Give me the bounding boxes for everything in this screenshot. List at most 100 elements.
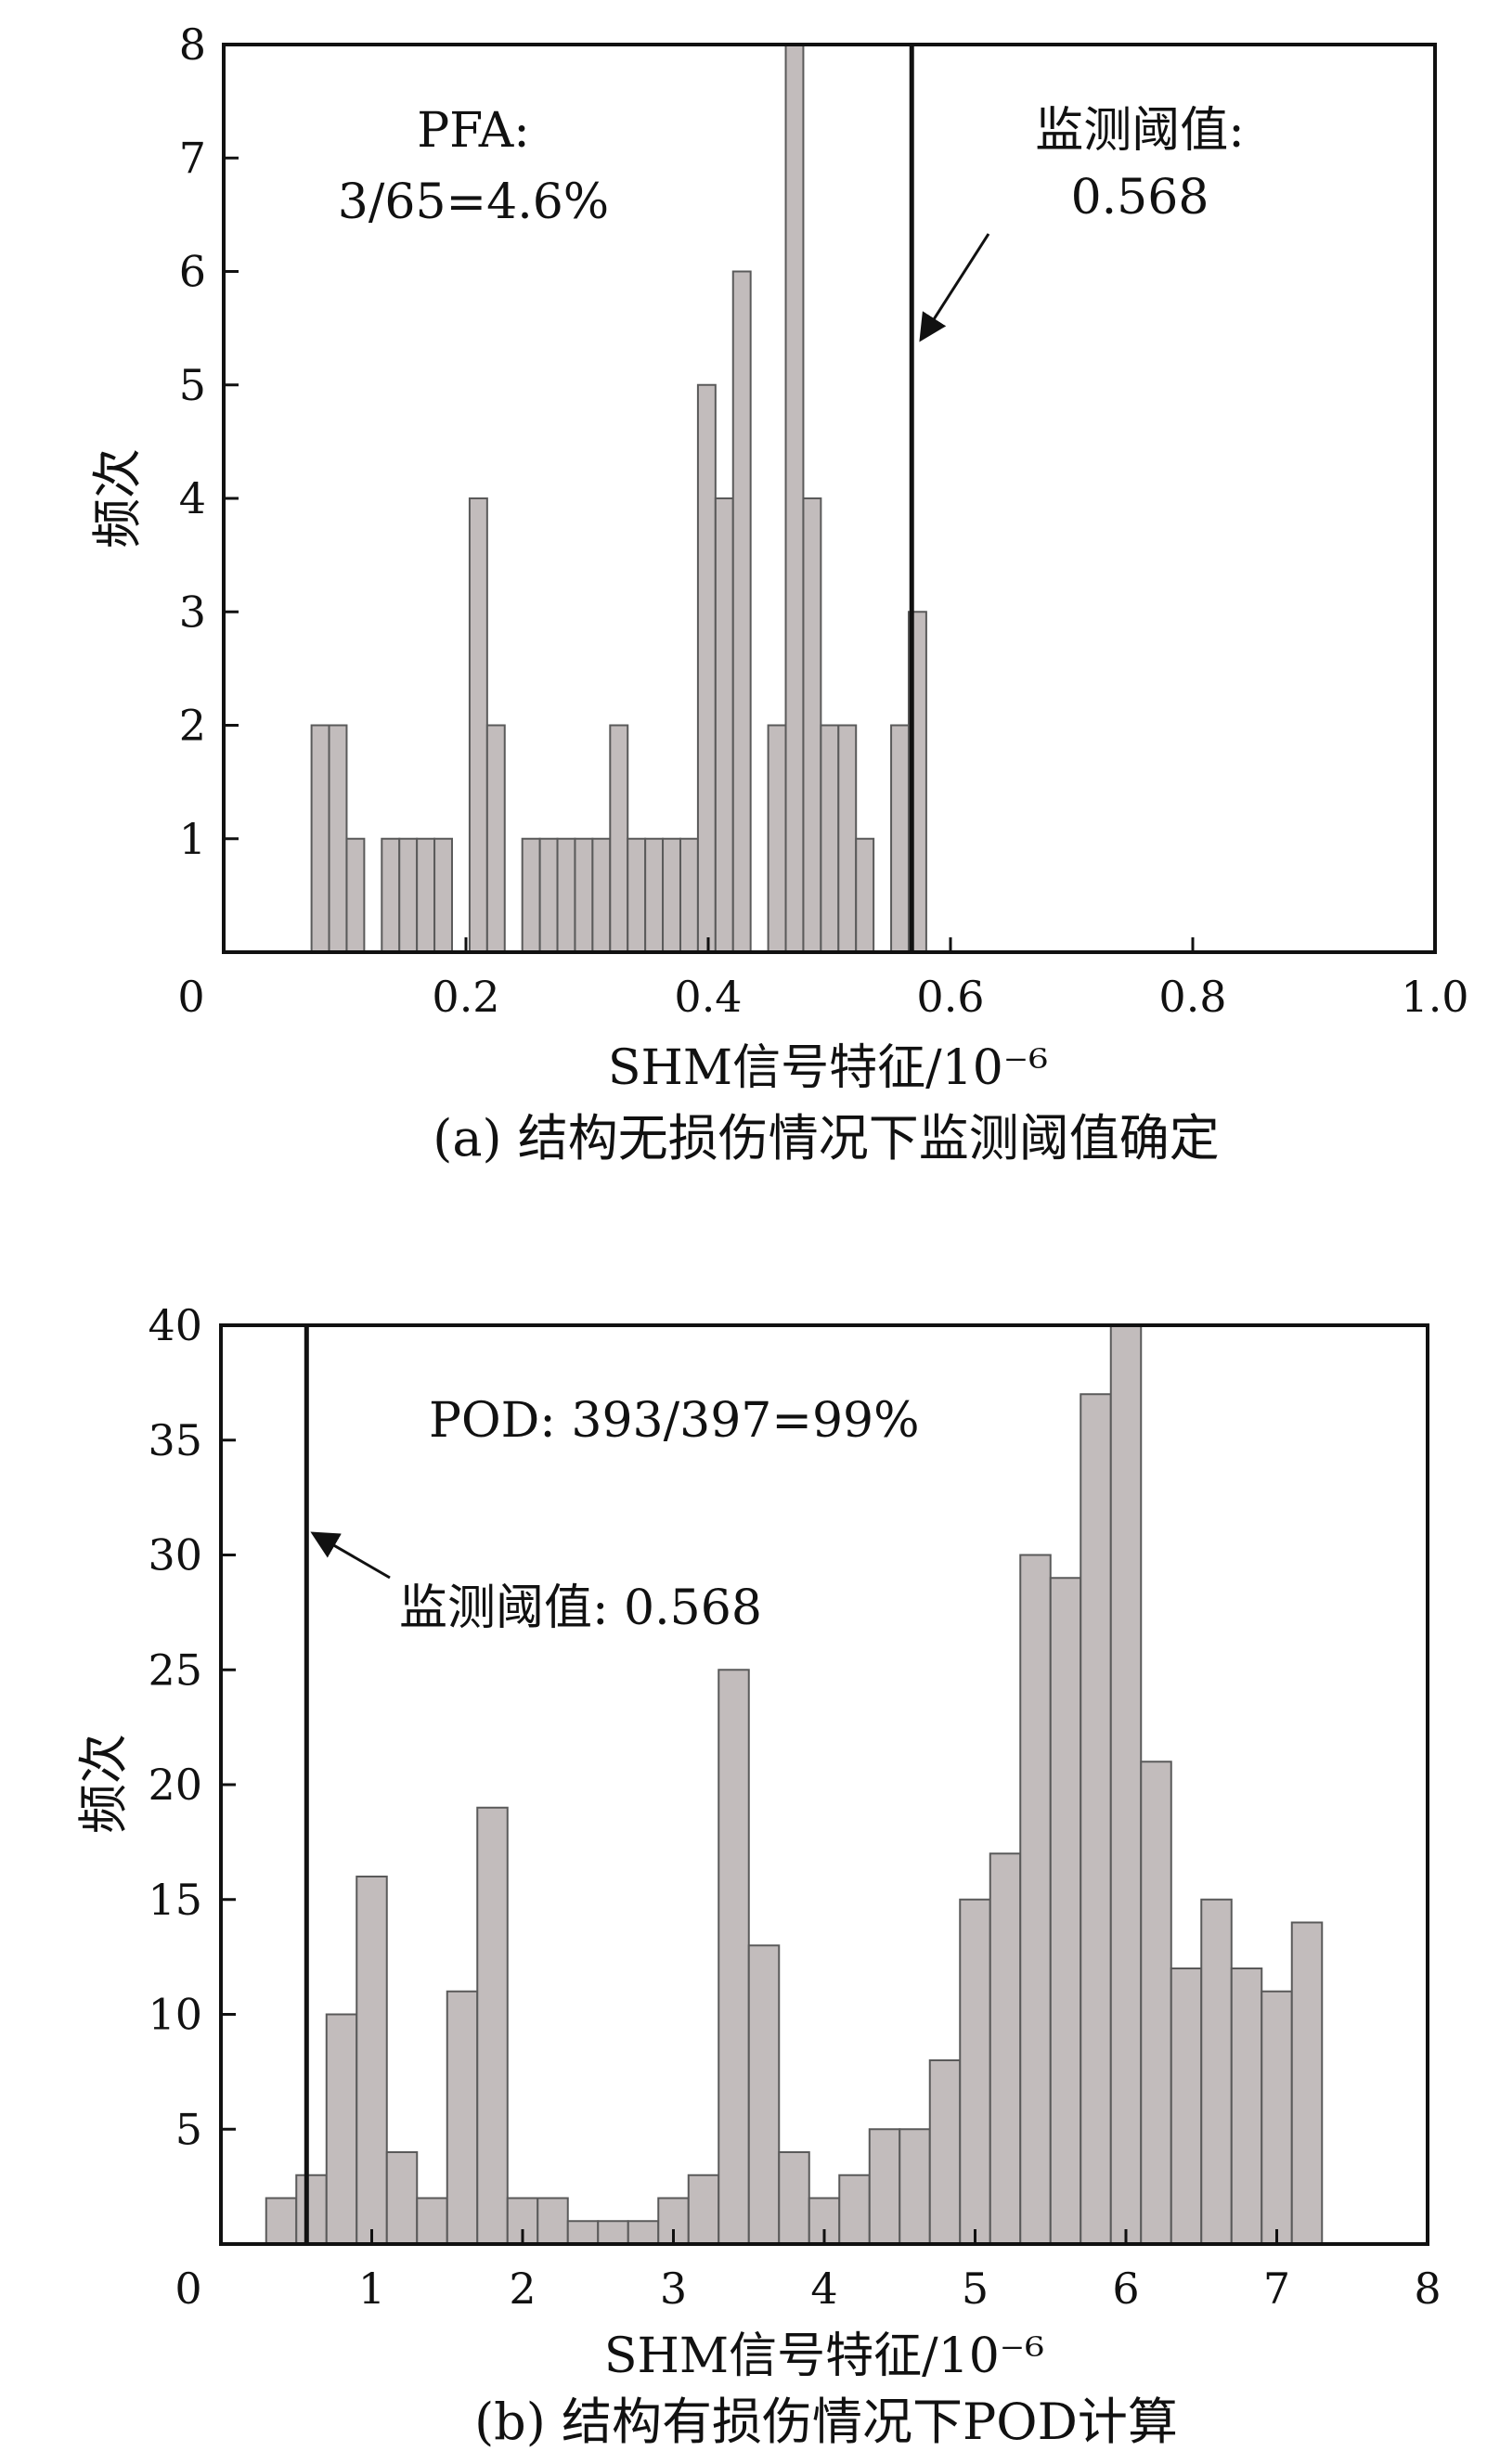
panel-b-x-tick-label: 4 bbox=[810, 2264, 837, 2314]
panel-b-bar bbox=[959, 1898, 991, 2245]
panel-b-bar bbox=[1170, 1967, 1203, 2245]
panel-b-bar bbox=[356, 1876, 388, 2245]
panel-a-y-tick-label: 6 bbox=[179, 247, 206, 297]
panel-a-y-tick-label: 7 bbox=[179, 133, 206, 183]
panel-b-annotation-threshold: 监测阈值: 0.568 bbox=[399, 1580, 762, 1636]
panel-b-threshold-arrow bbox=[310, 1531, 391, 1580]
panel-a-bar bbox=[521, 837, 541, 953]
panel-a-bar bbox=[485, 724, 506, 953]
panel-a-y-ticks: 1 2 3 4 5 6 7 8 bbox=[179, 19, 239, 864]
panel-a-bar bbox=[679, 837, 699, 953]
panel-b-bar bbox=[446, 1990, 479, 2245]
panel-b-bar bbox=[385, 2151, 419, 2245]
panel-b-bar bbox=[1140, 1761, 1172, 2245]
panel-b-bar bbox=[1230, 1967, 1263, 2245]
panel-b-bar bbox=[1080, 1393, 1112, 2245]
panel-b: 5 10 15 20 25 30 35 40 0 1 2 3 4 5 6 7 8 POD: 393/397=9… bbox=[74, 1300, 1442, 2451]
panel-a-bar bbox=[890, 724, 910, 953]
panel-a-bar bbox=[609, 724, 629, 953]
panel-a-y-tick-label: 8 bbox=[179, 19, 206, 70]
panel-b-x-axis-label: SHM信号特征/10⁻⁶ bbox=[604, 2329, 1044, 2384]
panel-b-bar bbox=[778, 2151, 810, 2245]
panel-b-bar bbox=[1290, 1921, 1324, 2245]
panel-a-bar bbox=[802, 497, 822, 953]
panel-b-bar bbox=[1019, 1554, 1052, 2245]
panel-a-annotations: PFA: 3/65=4.6% 监测阈值: 0.568 bbox=[338, 103, 1245, 342]
panel-b-bar bbox=[597, 2220, 629, 2245]
panel-b-annotations: POD: 393/397=99% 监测阈值: 0.568 bbox=[310, 1393, 920, 1636]
panel-a-bar bbox=[714, 497, 734, 953]
panel-a-y-tick-label: 5 bbox=[179, 360, 206, 410]
panel-b-y-tick-label: 40 bbox=[148, 1300, 202, 1350]
panel-b-y-tick-label: 15 bbox=[148, 1875, 202, 1925]
panel-b-bar bbox=[1261, 1990, 1293, 2245]
panel-a-x-axis-label: SHM信号特征/10⁻⁶ bbox=[608, 1040, 1048, 1096]
panel-b-y-tick-label: 20 bbox=[148, 1760, 202, 1810]
panel-b-y-tick-label: 10 bbox=[148, 1990, 202, 2040]
panel-b-caption: (b) 结构有损伤情况下POD计算 bbox=[474, 2393, 1178, 2451]
panel-a-y-tick-label: 3 bbox=[179, 587, 206, 637]
panel-a-bar bbox=[696, 383, 717, 953]
panel-b-x-tick-label: 8 bbox=[1414, 2264, 1441, 2314]
panel-a-bar bbox=[591, 837, 612, 953]
panel-a-bar bbox=[328, 724, 348, 953]
panel-a-caption: (a) 结构无损伤情况下监测阈值确定 bbox=[433, 1109, 1220, 1167]
panel-b-bar bbox=[1109, 1324, 1143, 2245]
panel-b-bar bbox=[718, 1669, 750, 2245]
panel-b-x-tick-label: 2 bbox=[509, 2264, 536, 2314]
panel-a-bar bbox=[398, 837, 419, 953]
panel-a-annotation-pfa: 3/65=4.6% bbox=[338, 174, 609, 230]
panel-b-bar bbox=[899, 2128, 931, 2245]
panel-b-bars bbox=[265, 1324, 1324, 2245]
panel-a-annotation-threshold: 0.568 bbox=[1071, 170, 1209, 226]
panel-a-x-tick-label: 1.0 bbox=[1401, 972, 1468, 1022]
panel-a-annotation-threshold: 监测阈值: bbox=[1035, 103, 1245, 159]
panel-b-x-tick-label: 7 bbox=[1263, 2264, 1290, 2314]
panel-b-x-tick-label: 6 bbox=[1112, 2264, 1139, 2314]
panel-b-bar bbox=[416, 2197, 448, 2245]
panel-b-bar bbox=[868, 2128, 901, 2245]
panel-a-bar bbox=[662, 837, 681, 953]
panel-a-x-tick-label: 0.2 bbox=[432, 972, 499, 1022]
panel-a-annotation-pfa: PFA: bbox=[417, 103, 530, 159]
panel-a-threshold-arrow bbox=[919, 233, 990, 342]
panel-b-x-ticks: 0 1 2 3 4 5 6 7 8 bbox=[175, 2229, 1442, 2314]
panel-b-y-tick-label: 25 bbox=[148, 1645, 202, 1695]
panel-a-bar bbox=[767, 724, 787, 953]
panel-b-y-axis-label: 频次 bbox=[74, 1734, 133, 1834]
panel-a-bar bbox=[820, 724, 840, 953]
panel-b-bar bbox=[476, 1806, 509, 2245]
panel-b-bar bbox=[1049, 1577, 1082, 2245]
panel-a-x-tick-label: 0.6 bbox=[916, 972, 984, 1022]
panel-a-x-tick-label: 0.8 bbox=[1158, 972, 1226, 1022]
panel-b-bar bbox=[627, 2220, 660, 2245]
panel-b-bar bbox=[989, 1852, 1022, 2245]
panel-a-x-tick-label: 0.4 bbox=[674, 972, 742, 1022]
panel-b-annotation-pod: POD: 393/397=99% bbox=[429, 1393, 920, 1449]
panel-b-bar bbox=[1200, 1898, 1233, 2245]
panel-a-y-axis-label: 频次 bbox=[88, 448, 147, 548]
panel-a-bar bbox=[574, 837, 594, 953]
panel-a-bar bbox=[468, 497, 488, 953]
panel-a-bar bbox=[310, 724, 330, 953]
panel-a-bar bbox=[556, 837, 576, 953]
panel-b-x-tick-label: 3 bbox=[660, 2264, 687, 2314]
panel-a-bar bbox=[627, 837, 647, 953]
panel-b-bar bbox=[566, 2220, 600, 2245]
panel-a: 1 2 3 4 5 6 7 8 0 0.2 0.4 0.6 0.8 1.0 PFA: 3/65=4.6% 监… bbox=[88, 19, 1469, 1167]
panel-a-bar bbox=[731, 270, 752, 953]
panel-b-y-tick-label: 30 bbox=[148, 1530, 202, 1580]
panel-a-bar bbox=[837, 724, 858, 953]
panel-b-y-ticks: 5 10 15 20 25 30 35 40 bbox=[148, 1300, 236, 2154]
panel-b-x-tick-label: 0 bbox=[175, 2264, 201, 2314]
panel-a-bar bbox=[855, 837, 875, 953]
panel-a-bar bbox=[538, 837, 559, 953]
panel-a-x-tick-label: 0 bbox=[177, 972, 204, 1022]
panel-b-bar bbox=[325, 2013, 358, 2245]
panel-a-x-ticks: 0 0.2 0.4 0.6 0.8 1.0 bbox=[177, 937, 1469, 1022]
panel-a-bar bbox=[433, 837, 453, 953]
panel-b-bar bbox=[838, 2174, 871, 2245]
panel-b-y-tick-label: 35 bbox=[148, 1415, 202, 1465]
panel-b-bar bbox=[928, 2059, 962, 2245]
